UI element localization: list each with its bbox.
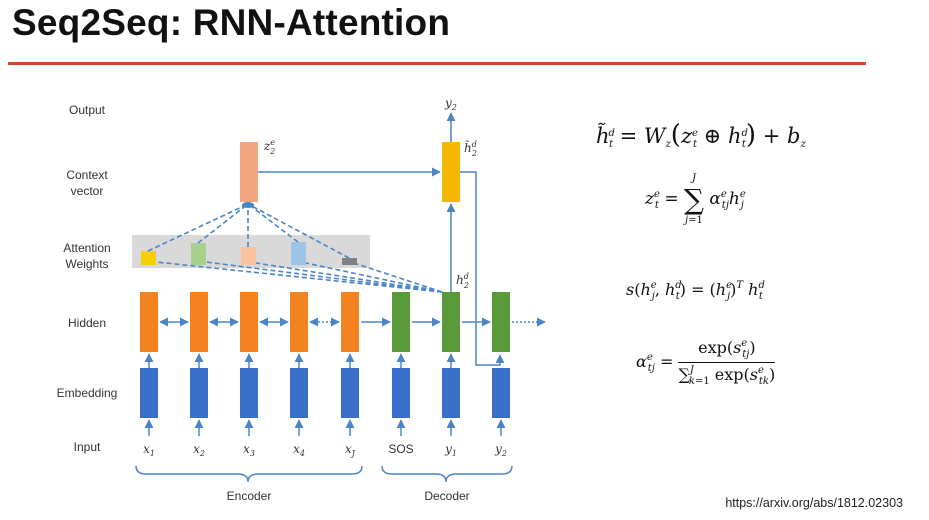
encoder-brace [135,465,363,483]
context-vector-box [240,142,258,202]
output-label-y2: y2 [444,96,457,112]
row-label-hidden: Hidden [67,316,107,330]
input-label-y2: y2 [494,442,507,458]
decoder-label: Decoder [424,489,469,503]
encoder-hidden-J [341,292,359,352]
decoder-label-h2d: hd 2 [456,272,469,290]
combined-label-h2d: h̃d 2 [464,139,477,158]
attention-weight-1 [141,251,156,265]
equation-combined-hidden: h̃dt = Wz(zet ⊕ hdt) + bz [596,120,806,150]
combined-hidden-box [442,142,460,202]
slide-title: Seq2Seq: RNN-Attention [12,2,451,43]
row-label-context-1: Context [66,168,108,182]
encoder-hidden-states [140,292,359,352]
encoder-hidden-2 [190,292,208,352]
input-label-x1: x1 [143,442,155,458]
input-label-x3: x3 [243,442,255,458]
encoder-label: Encoder [227,489,272,503]
encoder-hidden-1 [140,292,158,352]
attention-weight-2 [191,243,206,265]
encoder-hidden-3 [240,292,258,352]
attention-to-context-lines [147,203,350,259]
attention-weight-3 [241,247,256,265]
embedding-layer [140,368,510,418]
decoder-hidden-2 [492,292,510,352]
equation-score: s(hej, hdt) = (hej)T hdt [626,280,765,302]
decoder-hidden-0 [392,292,410,352]
row-label-attention-2: Weights [65,257,109,271]
encoder-hidden-4 [290,292,308,352]
input-label-y1: y1 [444,442,457,458]
input-label-xJ: xJ [345,442,356,458]
vertical-flow-arrows [144,353,506,436]
equation-attention-weight: αetj = exp(setj) ∑Jk=1 exp(setk) [636,338,776,387]
input-label-sos: SOS [388,442,413,456]
context-merge-point [242,202,254,208]
context-label-z2e: ze 2 [263,138,275,156]
title-underline [8,62,866,65]
row-label-output: Output [68,103,106,117]
row-label-context-2: vector [70,184,104,198]
output-feedback-arrow [460,171,505,366]
row-label-input: Input [73,440,101,454]
decoder-brace [381,465,513,483]
equation-context-vector: zet = J ∑ j=1 αetjhej [645,173,746,226]
input-label-x2: x2 [193,442,205,458]
input-label-x4: x4 [293,442,305,458]
row-label-embedding: Embedding [56,386,118,400]
row-label-attention-1: Attention [63,241,111,255]
attention-weight-J [342,258,357,265]
decoder-to-attention-lines [155,261,443,293]
decoder-hidden-states [392,292,510,352]
attention-weight-4 [291,242,306,265]
source-link[interactable]: https://arxiv.org/abs/1812.02303 [725,496,903,510]
decoder-hidden-1 [442,292,460,352]
